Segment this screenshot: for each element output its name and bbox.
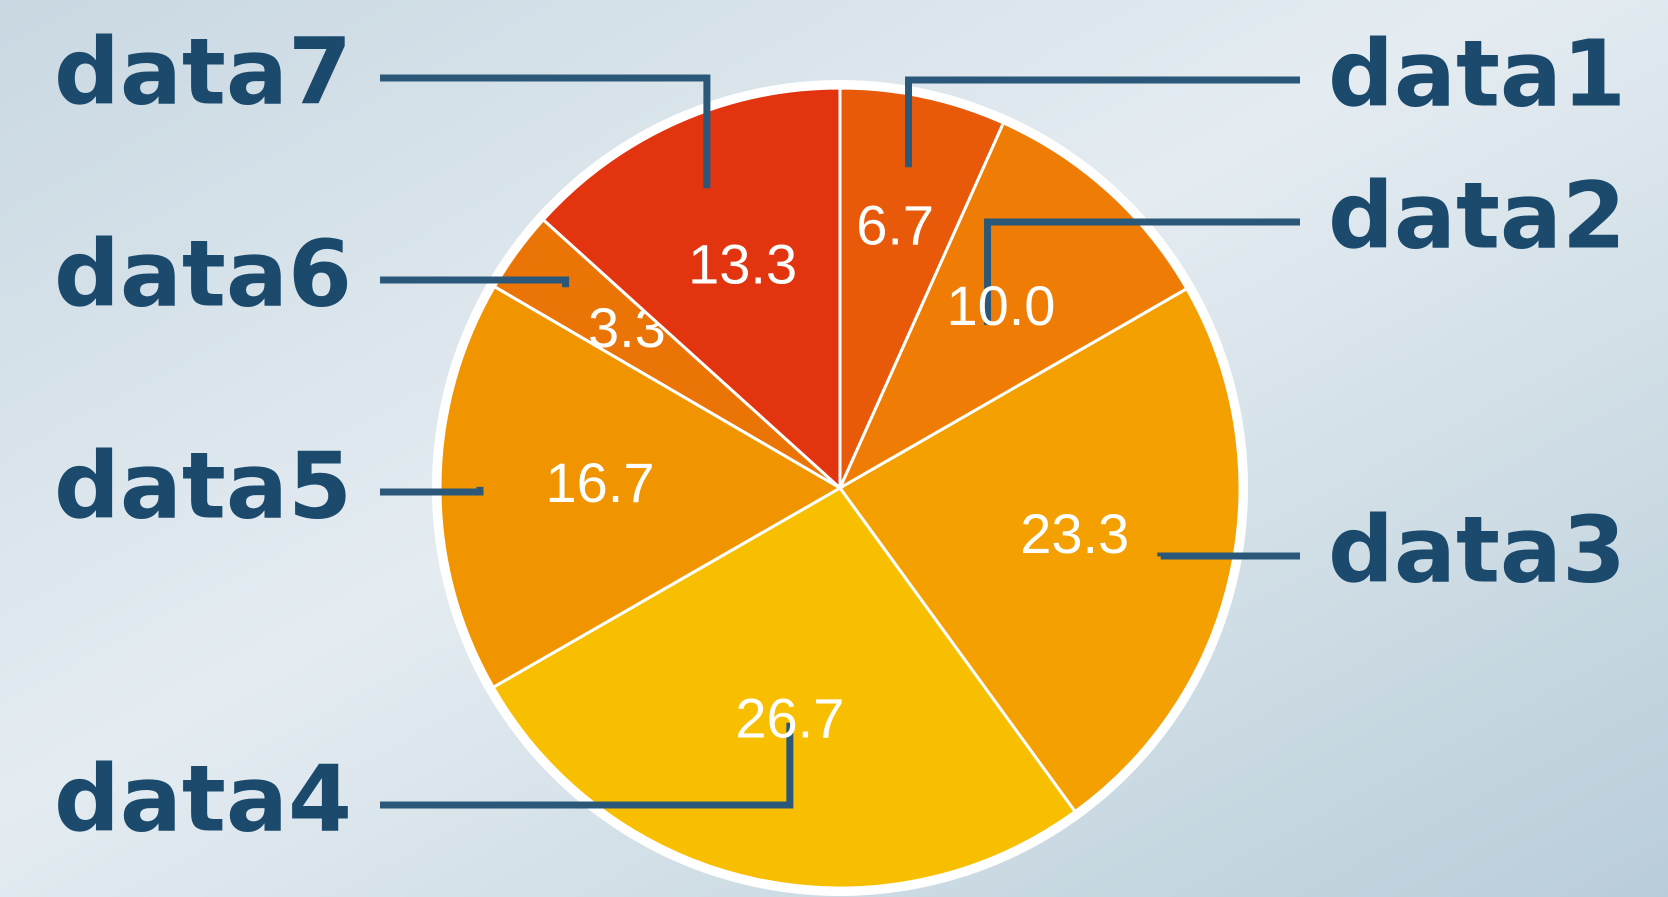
legend-label: data7 bbox=[54, 18, 352, 125]
legend-label: data2 bbox=[1328, 162, 1626, 269]
leader-line bbox=[380, 74, 711, 189]
pie-slice bbox=[438, 284, 843, 690]
pie-slice bbox=[838, 86, 1006, 489]
leader-line bbox=[380, 276, 570, 288]
leader-line bbox=[905, 76, 1300, 168]
value-label: 26.7 bbox=[735, 686, 844, 749]
legend-label: data4 bbox=[54, 745, 352, 852]
pie-slice bbox=[836, 120, 1189, 492]
legend-label: data3 bbox=[1328, 496, 1626, 603]
legend-label: data5 bbox=[54, 432, 352, 539]
value-label: 6.7 bbox=[856, 194, 934, 257]
leader-line bbox=[380, 486, 484, 496]
pie-slice bbox=[541, 86, 842, 492]
value-label: 10.0 bbox=[946, 274, 1055, 337]
pie-slice bbox=[491, 486, 1078, 890]
leader-line bbox=[380, 722, 794, 809]
leader-line bbox=[984, 218, 1300, 325]
leader-line bbox=[1157, 552, 1300, 560]
legend-label: data1 bbox=[1328, 20, 1626, 127]
value-label: 16.7 bbox=[546, 451, 655, 514]
pie-slice bbox=[837, 286, 1242, 814]
value-label: 23.3 bbox=[1020, 502, 1129, 565]
value-label: 13.3 bbox=[688, 232, 797, 295]
legend-label: data6 bbox=[54, 220, 352, 327]
